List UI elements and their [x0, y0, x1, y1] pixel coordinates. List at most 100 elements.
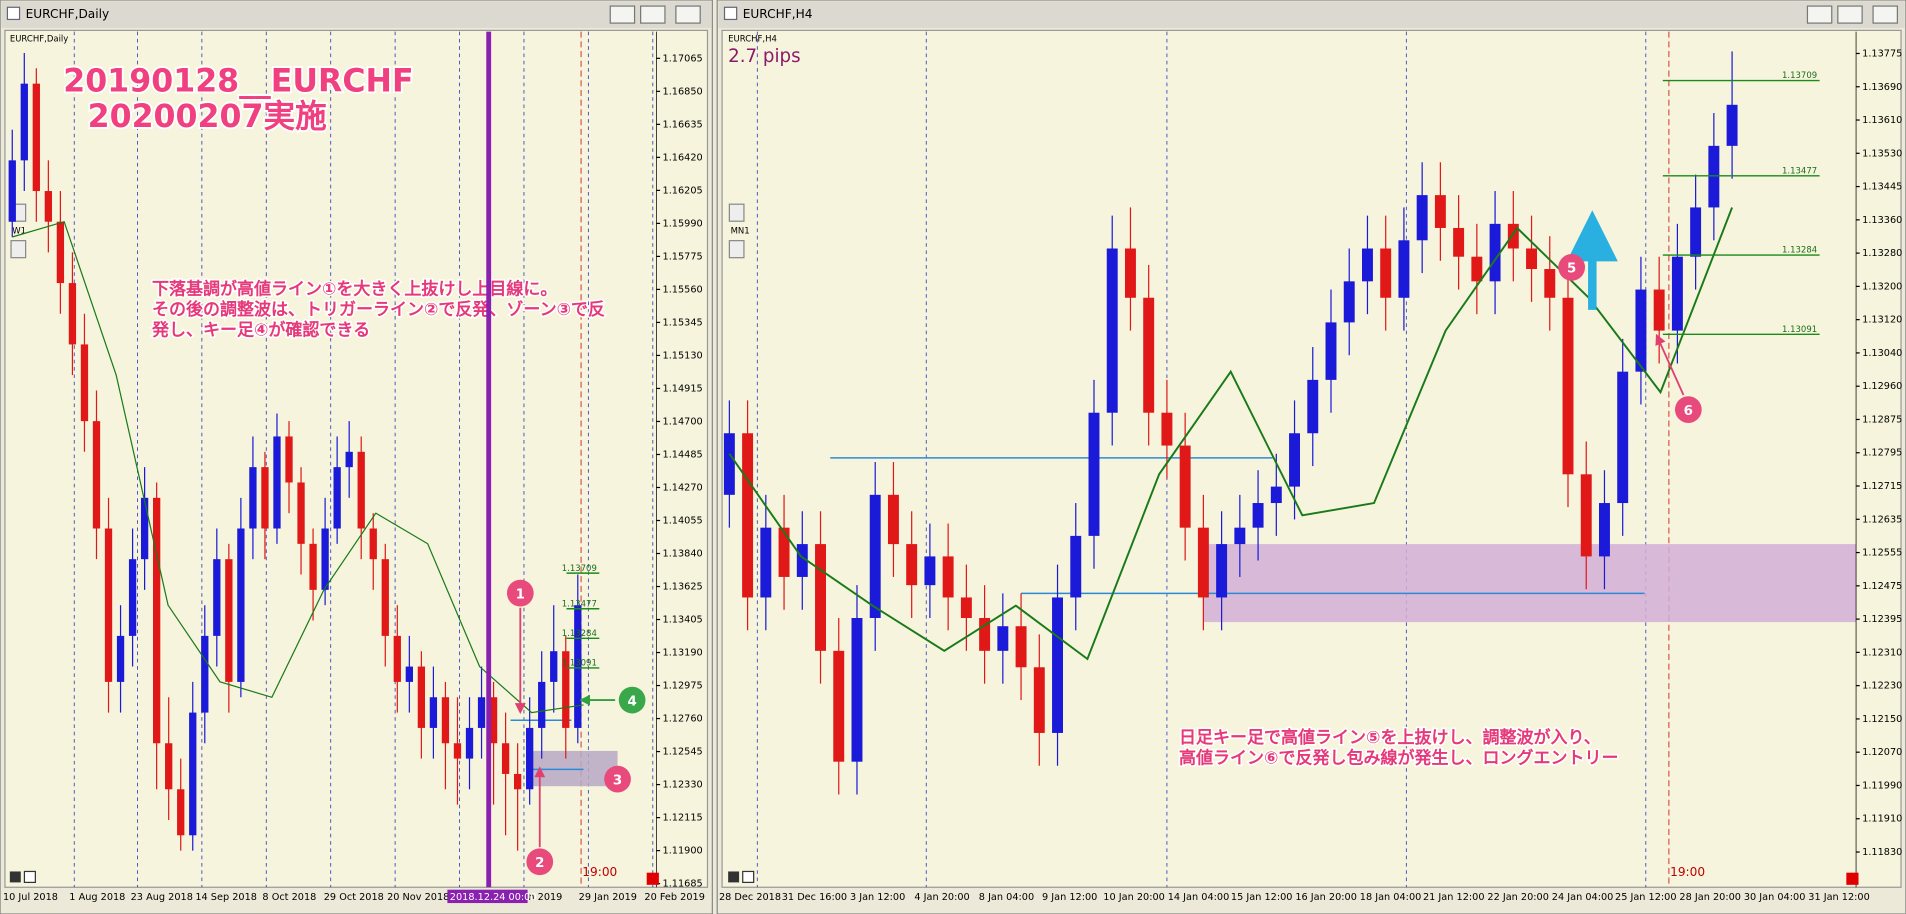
price-label: 1.12715: [1862, 481, 1902, 492]
candle-body: [1270, 486, 1282, 504]
date-label: 3 Jan 12:00: [850, 892, 905, 903]
candle-body: [285, 436, 293, 483]
date-label: 29 Oct 2018: [324, 892, 384, 903]
candle-body: [1562, 297, 1574, 475]
price-label: 1.13840: [663, 549, 703, 560]
scroll-button[interactable]: [728, 240, 745, 259]
candle-body: [1617, 371, 1629, 504]
date-label: 31 Dec 16:00: [782, 892, 847, 903]
timeframe-button: W1: [12, 226, 26, 236]
title-bar: [1, 1, 712, 28]
date-label: 18 Jan 04:00: [1360, 892, 1422, 903]
price-label: 1.15560: [663, 284, 703, 295]
candle-body: [1434, 195, 1446, 228]
price-label: 1.12975: [663, 681, 703, 692]
price-label: 1.12555: [1862, 548, 1902, 559]
fib-level-label: 1.13709: [1782, 71, 1817, 81]
fib-level-label: 1.13091: [1782, 325, 1817, 335]
date-label: 28 Jan 20:00: [1679, 892, 1741, 903]
minimize-button[interactable]: [1806, 5, 1833, 24]
fib-level-label: 1.13091: [562, 659, 597, 669]
candle-body: [526, 727, 534, 790]
date-label: 21 Jan 12:00: [1423, 892, 1485, 903]
price-label: 1.12115: [663, 813, 703, 824]
candle-body: [574, 605, 582, 728]
date-label: 22 Jan 20:00: [1487, 892, 1549, 903]
candle-body: [1197, 527, 1209, 598]
price-label: 1.12230: [1862, 681, 1902, 692]
marker-circle: [1558, 254, 1586, 281]
date-label: 10 Jul 2018: [3, 892, 58, 903]
chart-area: [721, 29, 1902, 888]
price-label: 1.12875: [1862, 414, 1902, 425]
price-label: 1.12395: [1862, 614, 1902, 625]
candle-body: [1179, 445, 1191, 528]
marker-label: 6: [1684, 404, 1693, 419]
candle-body: [201, 635, 209, 713]
date-label: 14 Sep 2018: [195, 892, 257, 903]
date-label: 8 Jan 04:00: [979, 892, 1034, 903]
price-label: 1.12545: [663, 747, 703, 758]
toolbar-icon[interactable]: [9, 871, 21, 883]
candle-body: [32, 83, 40, 192]
price-label: 1.12330: [663, 780, 703, 791]
price-label: 1.15130: [663, 350, 703, 361]
candle-body: [225, 559, 233, 682]
candle-body: [513, 773, 522, 790]
candle-body: [979, 617, 991, 651]
price-label: 1.12070: [1862, 747, 1902, 758]
window-title: EURCHF,H4: [743, 7, 813, 21]
cursor-label: 2018.12.24 00:00: [450, 892, 537, 903]
price-label: 1.13120: [1862, 315, 1902, 326]
candle-body: [357, 451, 365, 529]
shift-marker: [1846, 872, 1859, 885]
scroll-button[interactable]: [10, 240, 27, 259]
maximize-button[interactable]: [640, 5, 666, 24]
annotation: 高値ライン⑥で反発し包み線が発生し、ロングエントリー: [1179, 747, 1618, 768]
candle-body: [1726, 104, 1738, 146]
close-button[interactable]: [1872, 5, 1898, 24]
price-label: 1.15345: [663, 317, 703, 328]
candle-body: [1289, 433, 1301, 487]
price-label: 1.12795: [1862, 448, 1902, 459]
price-label: 1.12475: [1862, 581, 1902, 592]
close-button[interactable]: [675, 5, 701, 24]
candle-body: [477, 697, 486, 728]
cursor-label-bg: [447, 889, 528, 904]
scroll-button[interactable]: [728, 203, 745, 222]
date-label: 9 Jan 12:00: [1042, 892, 1097, 903]
toolbar-icon[interactable]: [742, 870, 755, 884]
window-icon: [6, 6, 21, 21]
fib-level-label: 1.13709: [562, 564, 597, 574]
candle-body: [1671, 256, 1683, 331]
candle-body: [1708, 145, 1720, 208]
marker-label: 4: [627, 694, 636, 709]
maximize-button[interactable]: [1837, 5, 1863, 24]
price-label: 1.12310: [1862, 647, 1902, 658]
price-label: 1.11910: [1862, 814, 1902, 825]
candle-body: [1343, 281, 1355, 323]
candle-body: [393, 635, 401, 682]
price-label: 1.14485: [663, 449, 703, 460]
date-label: 10 Jan 20:00: [1103, 892, 1165, 903]
candle-body: [997, 626, 1009, 651]
window-buttons[interactable]: [1806, 5, 1898, 24]
minimize-button[interactable]: [609, 5, 636, 24]
candle-body: [1161, 412, 1173, 446]
date-label: 4 Jan 20:00: [914, 892, 969, 903]
date-label: 23 Aug 2018: [131, 892, 193, 903]
candle-body: [1489, 223, 1501, 282]
candle-body: [261, 467, 269, 529]
toolbar-icon[interactable]: [23, 870, 36, 884]
toolbar-icon[interactable]: [728, 871, 740, 883]
candle-body: [56, 221, 65, 284]
date-label: 1 Aug 2018: [69, 892, 125, 903]
marker-circle: [1674, 396, 1702, 423]
candle-body: [869, 494, 881, 618]
candle-body: [405, 666, 413, 682]
window-buttons[interactable]: [609, 5, 701, 24]
candle-body: [381, 559, 389, 636]
marker-circle: [506, 579, 534, 607]
price-label: 1.16420: [663, 152, 703, 163]
